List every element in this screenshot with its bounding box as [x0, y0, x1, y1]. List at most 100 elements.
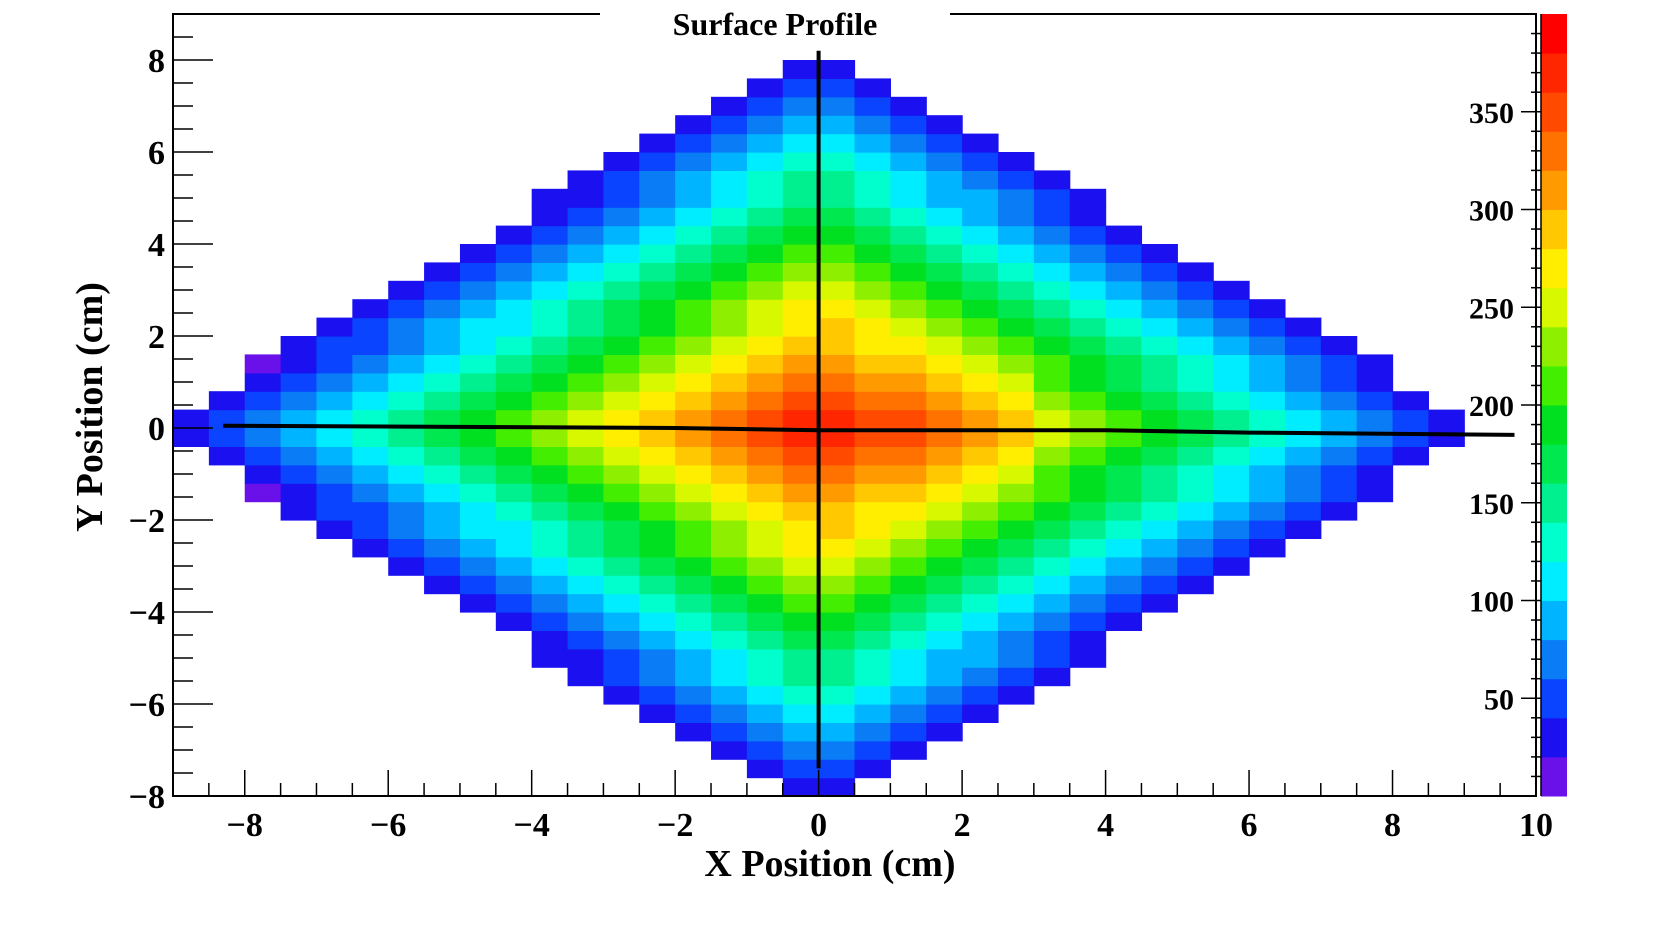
heatmap-cell	[208, 391, 246, 411]
heatmap-cell	[1033, 188, 1071, 208]
heatmap-cell	[818, 630, 856, 650]
heatmap-cell	[1069, 225, 1107, 245]
heatmap-cell	[424, 428, 461, 447]
y-tick-label: 0	[148, 411, 165, 448]
heatmap-cell	[1177, 299, 1214, 319]
heatmap-cell	[316, 464, 353, 484]
heatmap-cell	[926, 207, 963, 227]
chart-title: Surface Profile	[673, 6, 878, 42]
heatmap-cell	[854, 244, 891, 263]
heatmap-cell	[997, 372, 1035, 392]
heatmap-cell	[746, 648, 784, 668]
heatmap-cell	[639, 501, 676, 521]
heatmap-cell	[746, 667, 784, 687]
heatmap-cell	[997, 262, 1035, 282]
heatmap-cell	[567, 225, 605, 245]
heatmap-cell	[997, 575, 1035, 595]
heatmap-cell	[1069, 538, 1107, 558]
heatmap-cell	[890, 740, 927, 760]
heatmap-cell	[352, 372, 389, 392]
heatmap-cell	[173, 409, 210, 429]
heatmap-cell	[890, 391, 927, 411]
y-tick-label: −6	[129, 687, 165, 724]
heatmap-cell	[459, 409, 497, 429]
heatmap-cell	[316, 520, 353, 539]
heatmap-cell	[244, 409, 282, 429]
heatmap-cell	[926, 483, 963, 503]
heatmap-cell	[926, 354, 963, 374]
heatmap-cell	[675, 133, 712, 153]
heatmap-cell	[782, 538, 820, 558]
heatmap-cell	[782, 96, 820, 116]
colorbar-tick-label: 50	[1484, 683, 1514, 716]
heatmap-cell	[1033, 299, 1071, 319]
heatmap-cell	[926, 317, 963, 337]
heatmap-cell	[890, 685, 927, 705]
heatmap-cell	[746, 262, 784, 282]
heatmap-cell	[459, 244, 497, 263]
heatmap-cell	[854, 685, 891, 705]
heatmap-cell	[962, 409, 999, 429]
heatmap-cell	[782, 207, 820, 227]
heatmap-cell	[711, 704, 748, 723]
heatmap-cell	[1033, 648, 1071, 668]
heatmap-cell	[603, 299, 640, 319]
heatmap-cell	[1213, 409, 1250, 429]
heatmap-cell	[1141, 244, 1178, 263]
heatmap-cell	[1284, 501, 1322, 521]
heatmap-cell	[1105, 354, 1143, 374]
heatmap-cell	[1249, 464, 1286, 484]
heatmap-cell	[639, 262, 676, 282]
heatmap-cell	[711, 464, 748, 484]
heatmap-cell	[1284, 391, 1322, 411]
heatmap-cell	[567, 575, 605, 595]
heatmap-cell	[388, 372, 425, 392]
heatmap-cell	[280, 391, 318, 411]
heatmap-cell	[1069, 336, 1107, 355]
heatmap-cell	[567, 188, 605, 208]
heatmap-cell	[675, 446, 712, 466]
heatmap-cell	[782, 464, 820, 484]
heatmap-cell	[926, 685, 963, 705]
heatmap-cell	[890, 188, 927, 208]
heatmap-cell	[603, 188, 640, 208]
heatmap-cell	[1177, 520, 1214, 539]
heatmap-cell	[962, 262, 999, 282]
heatmap-cell	[854, 575, 891, 595]
heatmap-cell	[639, 409, 676, 429]
heatmap-cell	[1356, 409, 1394, 429]
heatmap-cell	[997, 520, 1035, 539]
heatmap-cell	[352, 520, 389, 539]
heatmap-cell	[782, 759, 820, 779]
heatmap-cell	[997, 225, 1035, 245]
heatmap-cell	[675, 409, 712, 429]
heatmap-cell	[746, 280, 784, 300]
heatmap-cell	[746, 115, 784, 135]
heatmap-cell	[1141, 446, 1178, 466]
heatmap-cell	[711, 409, 748, 429]
heatmap-cell	[997, 280, 1035, 300]
heatmap-cell	[818, 354, 856, 374]
heatmap-cell	[746, 317, 784, 337]
heatmap-cell	[782, 446, 820, 466]
heatmap-cell	[782, 520, 820, 539]
y-tick-labels: −8 −6 −4 −2 0 2 4 6 8	[129, 43, 165, 816]
heatmap-cell	[1213, 372, 1250, 392]
heatmap-cell	[424, 464, 461, 484]
heatmap-cell	[1105, 483, 1143, 503]
heatmap-cell	[1069, 354, 1107, 374]
heatmap-cell	[818, 133, 856, 153]
heatmap-cell	[495, 446, 533, 466]
heatmap-cell	[1177, 409, 1214, 429]
colorbar-swatch	[1541, 405, 1567, 445]
heatmap-cell	[818, 188, 856, 208]
heatmap-cell	[388, 446, 425, 466]
heatmap-cell	[782, 667, 820, 687]
heatmap-cell	[639, 593, 676, 613]
heatmap-cell	[1033, 501, 1071, 521]
heatmap-cell	[711, 188, 748, 208]
colorbar-swatch	[1541, 326, 1567, 367]
x-tick-label: 6	[1241, 807, 1258, 844]
heatmap-cell	[926, 648, 963, 668]
heatmap-cell	[782, 483, 820, 503]
